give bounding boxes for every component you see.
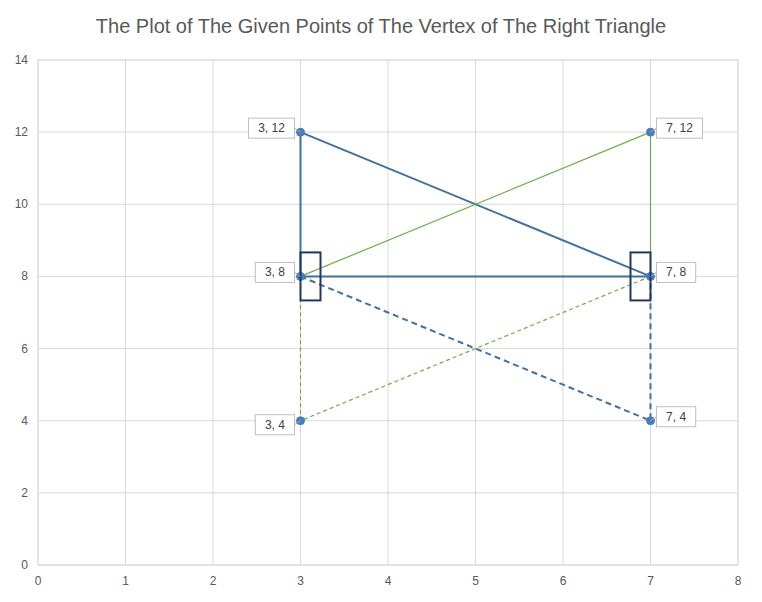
label-box (255, 415, 294, 435)
y-tick-label: 10 (15, 197, 29, 211)
y-tick-label: 12 (15, 125, 29, 139)
line-series (301, 276, 651, 420)
x-grid-line (125, 60, 126, 565)
right-angle-marker (301, 252, 321, 300)
x-tick-label: 0 (35, 574, 42, 588)
x-tick-label: 1 (122, 574, 129, 588)
label-box (657, 262, 696, 282)
label-box (657, 407, 696, 427)
line-series (301, 132, 651, 276)
plot-frame (38, 60, 738, 565)
label-leader (295, 128, 301, 132)
label-leader (651, 417, 657, 421)
data-label: 7, 4 (666, 410, 686, 424)
background (0, 0, 762, 602)
data-label: 3, 12 (258, 121, 285, 135)
x-tick-label: 7 (647, 574, 654, 588)
data-label: 7, 12 (666, 121, 693, 135)
x-tick-label: 8 (735, 574, 742, 588)
x-tick-label: 3 (297, 574, 304, 588)
chart: The Plot of The Given Points of The Vert… (0, 0, 762, 602)
line-series (301, 276, 651, 420)
data-label: 7, 8 (666, 265, 686, 279)
label-leader (295, 272, 301, 276)
y-tick-label: 4 (21, 414, 28, 428)
label-leader (651, 128, 657, 132)
title: The Plot of The Given Points of The Vert… (96, 15, 666, 37)
x-tick-label: 4 (385, 574, 392, 588)
grid (38, 60, 738, 565)
label-box (255, 262, 294, 282)
y-tick-label: 14 (15, 53, 29, 67)
x-tick-label: 5 (472, 574, 479, 588)
x-grid-line (213, 60, 214, 565)
label-leader (295, 421, 301, 425)
line-series (301, 132, 651, 276)
y-tick-label: 8 (21, 269, 28, 283)
label-box (657, 118, 703, 138)
data-label: 3, 8 (265, 265, 285, 279)
label-leader (651, 272, 657, 276)
y-tick-label: 0 (21, 558, 28, 572)
right-angle-marker (631, 252, 651, 300)
x-tick-label: 2 (210, 574, 217, 588)
y-tick-label: 2 (21, 486, 28, 500)
x-grid-line (475, 60, 476, 565)
y-tick-label: 6 (21, 342, 28, 356)
x-tick-label: 6 (560, 574, 567, 588)
data-label: 3, 4 (265, 418, 285, 432)
label-box (249, 118, 295, 138)
plot-area (297, 128, 655, 425)
